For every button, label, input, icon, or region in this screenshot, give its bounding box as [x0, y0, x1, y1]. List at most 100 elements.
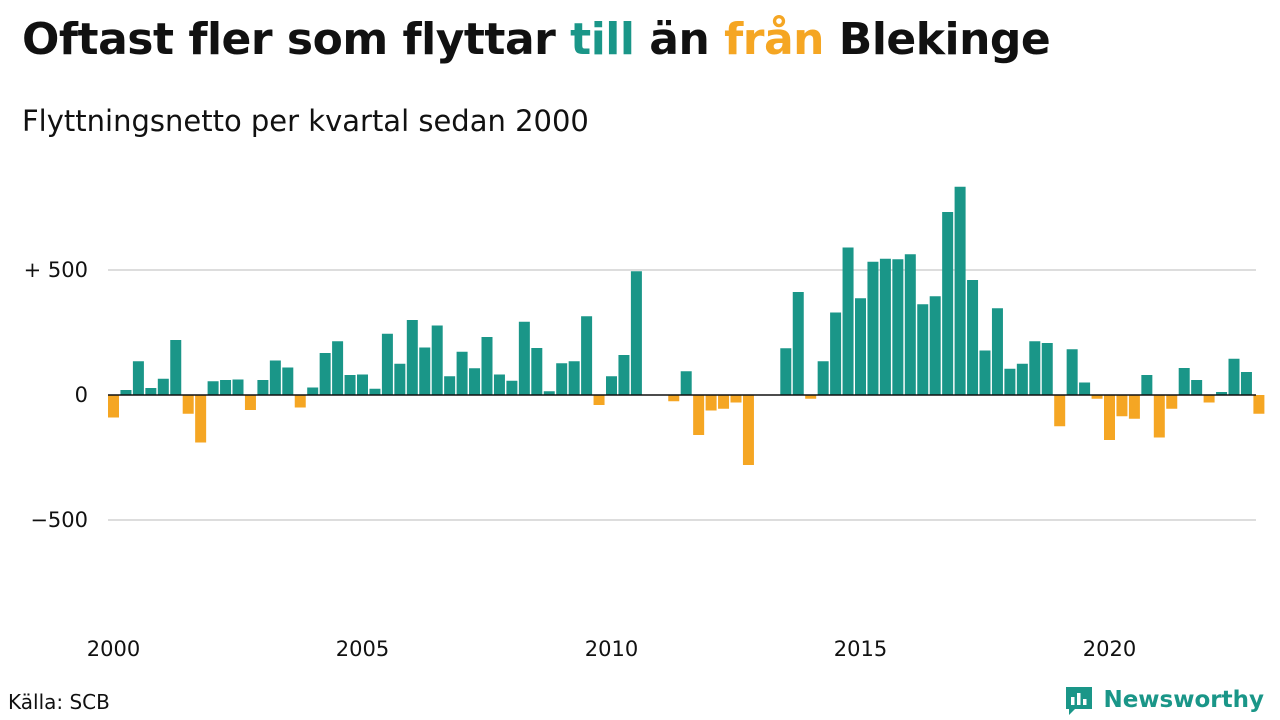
title-part-1: Oftast fler som flyttar [22, 14, 571, 65]
title-part-3: Blekinge [823, 14, 1051, 65]
bar-positive [954, 186, 966, 395]
x-tick-label: 2010 [585, 637, 638, 661]
title-part-2: än [634, 14, 725, 65]
bar-negative [1104, 395, 1115, 440]
bar-positive [680, 371, 692, 395]
bar-positive [867, 261, 879, 395]
bar-negative [1091, 395, 1103, 399]
bar-negative [1054, 395, 1066, 427]
bar-positive [1141, 375, 1153, 395]
bar-negative [742, 395, 754, 465]
bar-positive [991, 308, 1003, 395]
x-tick-label: 2000 [87, 637, 140, 661]
bar-positive [830, 312, 842, 395]
bar-positive [1029, 341, 1041, 395]
bar-positive [780, 348, 792, 395]
gridlines [108, 269, 1256, 521]
bar-positive [1066, 349, 1078, 395]
bar-series [108, 186, 1265, 465]
bar-negative [1116, 395, 1128, 417]
bar-positive [1004, 368, 1016, 395]
bar-positive [1216, 392, 1228, 395]
bar-positive [917, 304, 929, 395]
brand-name: Newsworthy [1103, 687, 1264, 713]
bar-positive [855, 298, 866, 395]
bar-positive [406, 320, 418, 395]
bar-positive [1016, 363, 1028, 395]
bar-positive [431, 325, 443, 395]
bar-negative [1153, 395, 1165, 438]
bar-negative [108, 395, 119, 418]
y-tick-label: −500 [30, 508, 88, 532]
bar-positive [307, 387, 319, 395]
bar-positive [1191, 380, 1203, 395]
x-tick-label: 2020 [1083, 637, 1136, 661]
y-tick-label: 0 [75, 383, 88, 407]
bar-positive [892, 259, 904, 395]
bar-positive [369, 388, 381, 395]
title-highlight-till: till [570, 14, 635, 65]
title-highlight-fran: från [724, 14, 824, 65]
bar-positive [842, 247, 854, 395]
bar-positive [332, 341, 344, 395]
bar-positive [1041, 343, 1053, 395]
bar-positive [556, 363, 568, 395]
bar-negative [730, 395, 742, 403]
bar-positive [979, 350, 991, 395]
bar-negative [182, 395, 194, 414]
bar-positive [1240, 372, 1252, 395]
x-tick-label: 2015 [834, 637, 887, 661]
bar-positive [543, 391, 555, 395]
bar-positive [967, 280, 979, 395]
bar-negative [805, 395, 817, 399]
bar-positive [257, 380, 269, 395]
brand-logo: Newsworthy [1063, 684, 1264, 716]
bar-positive [1178, 368, 1190, 395]
bar-negative [1253, 395, 1265, 414]
bar-positive [630, 271, 642, 395]
axes: + 500 0 −500 2000 2005 2010 2015 2020 [24, 258, 1256, 661]
bar-positive [344, 375, 356, 395]
bar-positive [606, 376, 617, 395]
bar-positive [518, 321, 530, 395]
bar-negative [693, 395, 705, 435]
chart-title: Oftast fler som flyttar till än från Ble… [22, 14, 1051, 65]
bar-negative [1166, 395, 1178, 409]
bar-negative [294, 395, 306, 408]
bar-positive [394, 363, 406, 395]
bar-positive [207, 381, 219, 395]
bar-positive [120, 390, 132, 395]
bar-positive [170, 340, 182, 395]
bar-positive [618, 355, 630, 395]
bar-positive [929, 296, 941, 395]
bar-positive [1228, 358, 1240, 395]
bar-positive [817, 361, 829, 395]
bar-positive [381, 333, 393, 395]
x-tick-label: 2005 [336, 637, 389, 661]
bar-negative [668, 395, 680, 402]
bar-positive [481, 337, 493, 395]
bar-positive [1079, 382, 1091, 395]
bar-negative [718, 395, 730, 409]
y-tick-label: + 500 [24, 258, 88, 282]
bar-positive [568, 361, 580, 395]
bar-positive [419, 347, 431, 395]
bar-positive [506, 380, 518, 395]
bar-chart: + 500 0 −500 2000 2005 2010 2015 2020 [24, 186, 1265, 661]
bar-negative [1128, 395, 1140, 419]
bar-negative [1203, 395, 1215, 403]
bar-positive [879, 258, 891, 395]
bar-negative [593, 395, 605, 405]
chart-subtitle: Flyttningsnetto per kvartal sedan 2000 [22, 104, 589, 138]
bar-positive [444, 376, 456, 395]
bar-positive [493, 374, 505, 395]
bar-positive [531, 348, 543, 395]
bar-positive [456, 351, 468, 395]
bar-positive [904, 254, 916, 395]
bar-positive [469, 368, 481, 395]
bar-positive [282, 367, 294, 395]
source-note: Källa: SCB [8, 690, 110, 714]
bar-negative [705, 395, 717, 411]
bar-positive [319, 353, 331, 395]
bar-positive [357, 374, 368, 395]
